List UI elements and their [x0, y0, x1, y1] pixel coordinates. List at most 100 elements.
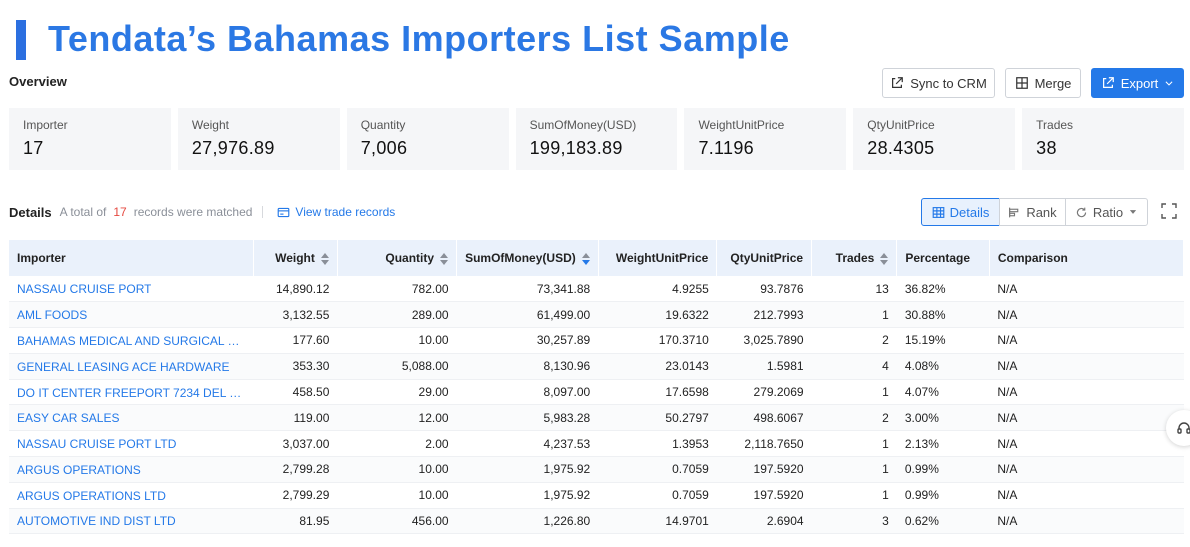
importer-link[interactable]: ARGUS OPERATIONS LTD: [17, 488, 166, 503]
table-row: NASSAU CRUISE PORT 14,890.12 782.00 73,341.…: [9, 276, 1184, 303]
details-heading: Details: [9, 204, 52, 220]
merge-icon: [1015, 77, 1028, 89]
table-cell: 4.07%: [896, 379, 990, 406]
column-header[interactable]: Quantity: [337, 240, 458, 276]
table-icon: [932, 206, 944, 218]
sort-icon[interactable]: [880, 252, 889, 265]
sync-to-crm-button[interactable]: Sync to CRM: [882, 68, 995, 98]
table-cell: 5,088.00: [337, 353, 457, 380]
stat-card-weight-unit-price: WeightUnitPrice 7.1196: [684, 108, 847, 170]
table-cell: 29.00: [337, 379, 457, 406]
importer-link[interactable]: EASY CAR SALES: [17, 411, 120, 426]
importer-cell: DO IT CENTER FREEPORT 7234 DEL ZOTT PR..…: [9, 379, 253, 406]
table-cell: 2,799.29: [253, 482, 338, 509]
table-cell: 4,237.53: [456, 430, 599, 458]
table-row: AUTOMOTIVE IND DIST LTD 81.95 456.00 1,226.…: [9, 508, 1184, 535]
sort-icon[interactable]: [581, 252, 590, 265]
table-cell: 0.99%: [896, 482, 990, 509]
table-cell: 4.9255: [598, 276, 717, 303]
table-cell: 212.7993: [716, 301, 812, 329]
importer-link[interactable]: AUTOMOTIVE IND DIST LTD: [17, 514, 176, 529]
stat-label: Weight: [191, 118, 229, 132]
stat-card-quantity: Quantity 7,006: [346, 108, 509, 170]
support-button[interactable]: [1166, 410, 1190, 446]
column-header[interactable]: Trades: [811, 240, 898, 276]
table-cell: 23.0143: [598, 353, 717, 380]
stat-card-importer: Importer 17: [9, 108, 171, 170]
sort-icon[interactable]: [320, 252, 329, 265]
table-cell: 1,975.92: [456, 456, 599, 483]
table-cell: 12.00: [337, 404, 457, 432]
table-cell: 61,499.00: [456, 301, 599, 329]
table-cell: N/A: [989, 379, 1184, 406]
fullscreen-icon[interactable]: [1161, 203, 1177, 219]
table-cell: 10.00: [337, 327, 457, 354]
table-cell: N/A: [989, 508, 1184, 535]
table-cell: 0.62%: [896, 508, 990, 535]
view-details-toggle[interactable]: Details: [921, 198, 1000, 226]
stat-label: SumOfMoney(USD): [529, 118, 637, 132]
table-cell: N/A: [989, 353, 1184, 380]
table-cell: 14,890.12: [253, 276, 338, 303]
table-cell: 3,132.55: [253, 301, 338, 329]
records-prefix: A total of: [59, 205, 107, 219]
stat-label: Quantity: [360, 118, 406, 132]
stat-label: WeightUnitPrice: [698, 118, 785, 132]
table-cell: 456.00: [337, 508, 457, 535]
stat-value: 38: [1036, 138, 1057, 158]
table-cell: 81.95: [253, 508, 338, 535]
importer-cell: EASY CAR SALES: [9, 404, 253, 432]
importer-link[interactable]: BAHAMAS MEDICAL AND SURGICAL SUPPLIES: [17, 333, 245, 348]
records-suffix: records were matched: [133, 205, 253, 219]
table-cell: 19.6322: [598, 301, 717, 329]
table-cell: 13: [811, 276, 897, 303]
view-trade-records-label: View trade records: [295, 205, 396, 219]
importer-link[interactable]: ARGUS OPERATIONS: [17, 462, 141, 477]
view-rank-toggle[interactable]: Rank: [999, 198, 1066, 226]
view-trade-records-link[interactable]: View trade records: [277, 205, 395, 219]
merge-label: Merge: [1034, 75, 1072, 91]
table-cell: 10.00: [337, 456, 457, 483]
importer-link[interactable]: NASSAU CRUISE PORT LTD: [17, 437, 177, 452]
rank-icon: [1009, 207, 1019, 217]
table-cell: 289.00: [337, 301, 457, 329]
column-header[interactable]: Importer: [9, 240, 254, 276]
records-count: 17: [113, 205, 127, 219]
overview-heading: Overview: [9, 74, 67, 89]
table-cell: 17.6598: [598, 379, 717, 406]
table-cell: 0.99%: [896, 456, 990, 483]
stat-value: 28.4305: [867, 138, 935, 158]
table-row: NASSAU CRUISE PORT LTD 3,037.00 2.00 4,237.…: [9, 430, 1184, 458]
table-cell: 170.3710: [598, 327, 717, 354]
table-row: GENERAL LEASING ACE HARDWARE 353.30 5,088.…: [9, 353, 1184, 380]
column-header[interactable]: Weight: [253, 240, 338, 276]
table-cell: N/A: [989, 482, 1184, 509]
importer-link[interactable]: NASSAU CRUISE PORT: [17, 282, 152, 297]
table-row: ARGUS OPERATIONS LTD 2,799.29 10.00 1,975.9…: [9, 482, 1184, 509]
details-toggle-label: Details: [949, 204, 990, 220]
table-cell: 2.13%: [896, 430, 990, 458]
table-cell: 3,025.7890: [716, 327, 812, 354]
view-ratio-toggle[interactable]: Ratio: [1065, 198, 1148, 226]
table-cell: 15.19%: [896, 327, 990, 354]
merge-button[interactable]: Merge: [1005, 68, 1081, 98]
importer-link[interactable]: AML FOODS: [17, 308, 88, 323]
table-cell: 177.60: [253, 327, 338, 354]
stat-value: 27,976.89: [191, 138, 275, 158]
importer-link[interactable]: GENERAL LEASING ACE HARDWARE: [17, 359, 230, 374]
export-button[interactable]: Export: [1091, 68, 1184, 98]
table-cell: 1,226.80: [456, 508, 599, 535]
table-cell: 0.7059: [598, 482, 717, 509]
table-cell: 8,097.00: [456, 379, 599, 406]
sort-icon[interactable]: [440, 252, 449, 265]
table-row: AML FOODS 3,132.55 289.00 61,499.00 19.6322 2…: [9, 301, 1184, 329]
importer-cell: ARGUS OPERATIONS: [9, 456, 253, 483]
stat-card-weight: Weight 27,976.89: [177, 108, 340, 170]
stat-card-sum-of-money: SumOfMoney(USD) 199,183.89: [515, 108, 678, 170]
table-cell: 14.9701: [598, 508, 717, 535]
importers-table: Importer Weight Quantity SumOfMoney(USD)…: [9, 240, 1185, 535]
table-cell: 279.2069: [716, 379, 812, 406]
column-header[interactable]: SumOfMoney(USD): [456, 240, 599, 276]
importer-link[interactable]: DO IT CENTER FREEPORT 7234 DEL ZOTT PR..…: [17, 385, 245, 400]
table-cell: 73,341.88: [456, 276, 599, 303]
